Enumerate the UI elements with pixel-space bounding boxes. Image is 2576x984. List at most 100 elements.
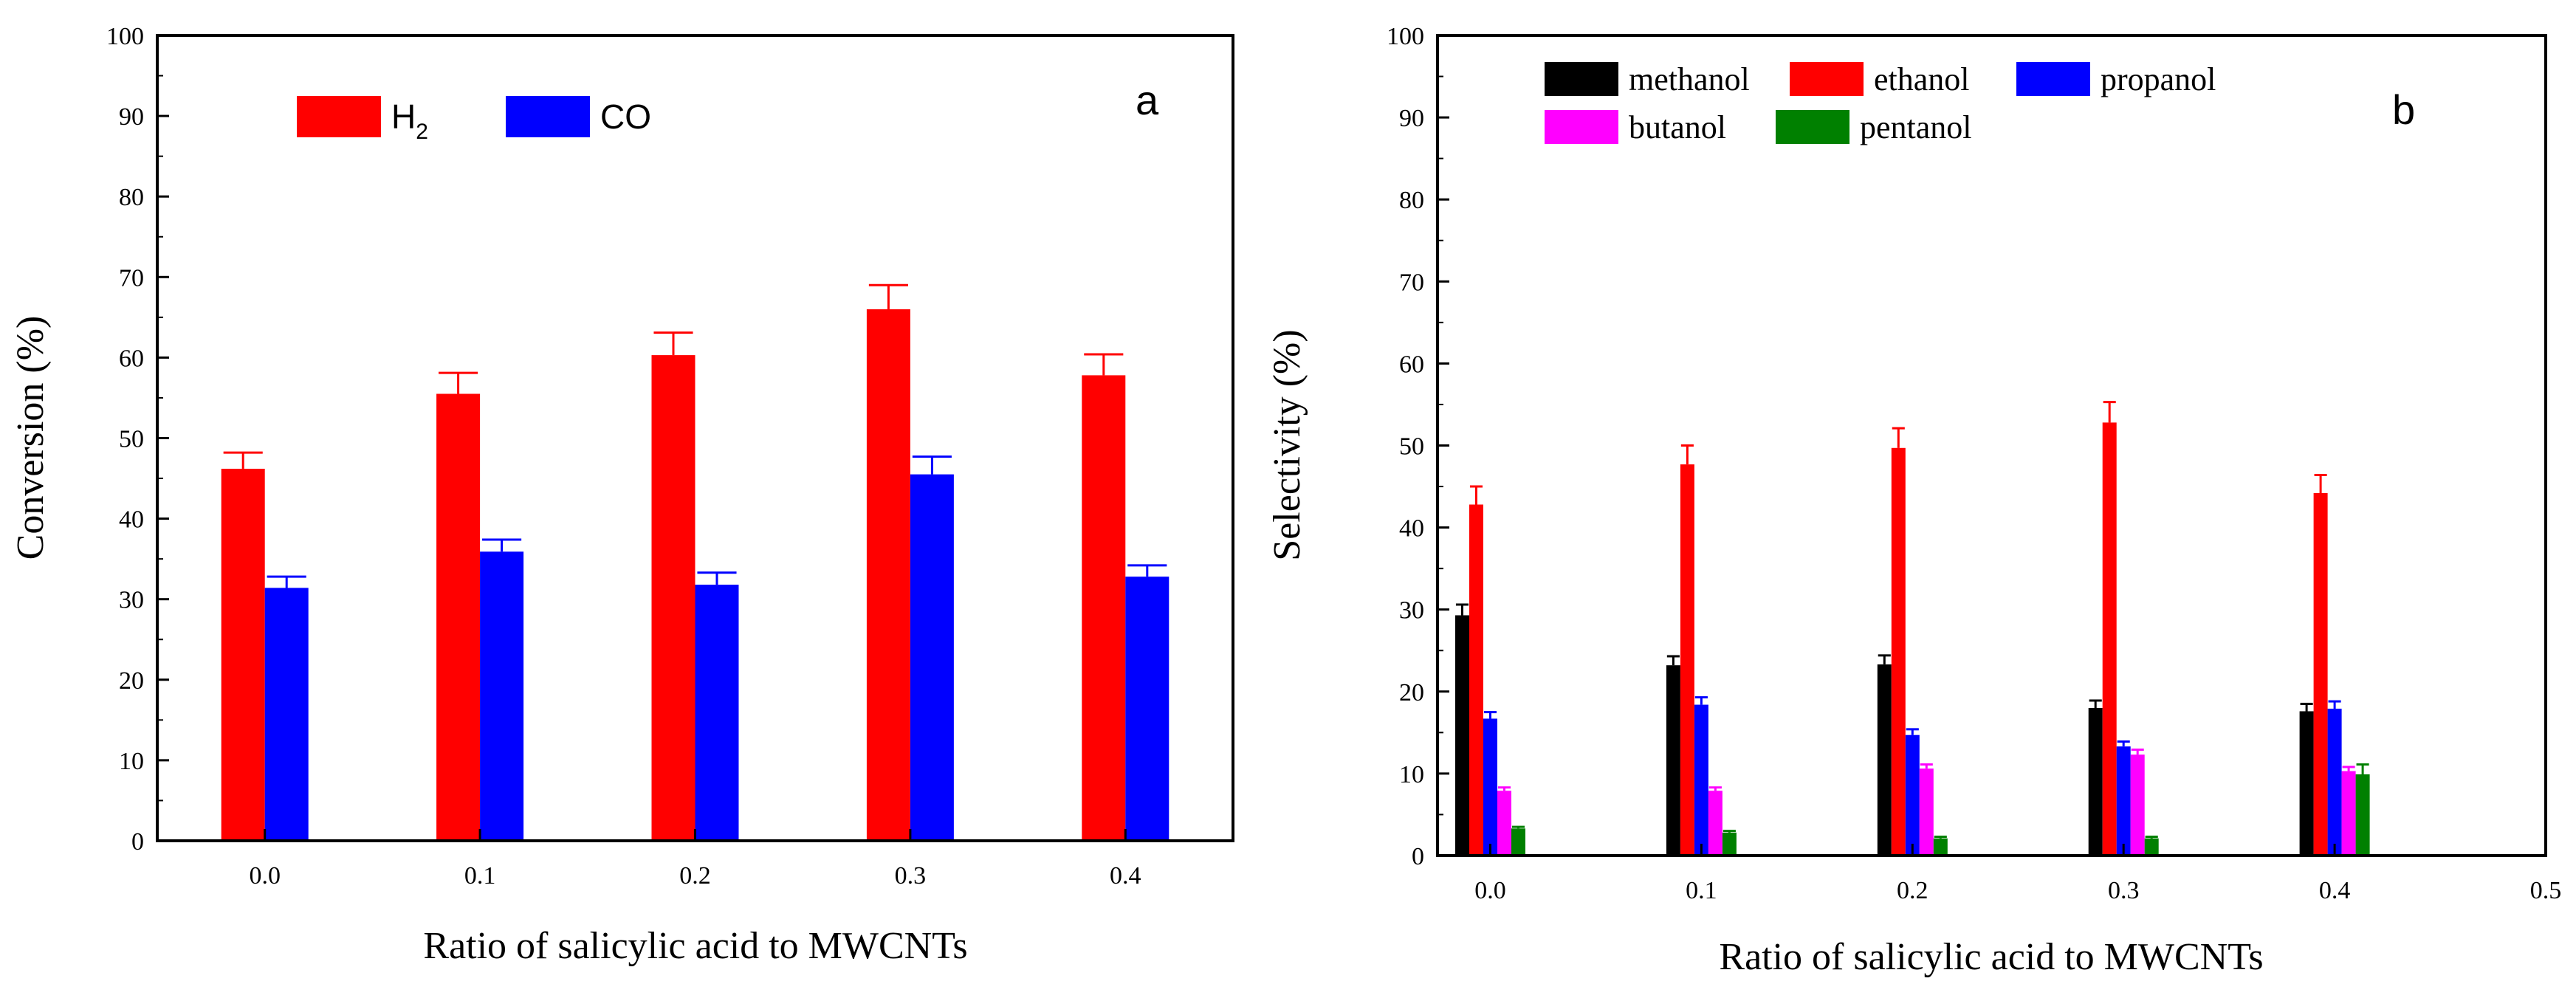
y-tick-label-80: 80: [1399, 187, 1424, 214]
legend-label-propanol: propanol: [2101, 61, 2216, 97]
y-tick-label-30: 30: [119, 587, 144, 614]
panel-label-a: a: [1136, 77, 1159, 123]
bar-butanol-0-2: [1919, 768, 1934, 856]
y-tick-label-30: 30: [1399, 597, 1424, 625]
legend-swatch-pentanol: [1776, 110, 1849, 144]
bar-butanol-0-1: [1708, 791, 1723, 856]
x-tick-label-0-2: 0.2: [1897, 877, 1928, 904]
y-tick-label-40: 40: [1399, 515, 1424, 543]
legend-item-h2: H2: [297, 96, 428, 144]
bar-co-0-0: [264, 588, 309, 841]
x-tick-label-0-2: 0.2: [679, 862, 711, 890]
x-tick-label-0-0: 0.0: [249, 862, 281, 890]
legend-label-subscript: 2: [416, 120, 428, 144]
legend-label-h2: H2: [391, 97, 428, 144]
bar-pentanol-0-1: [1722, 832, 1737, 856]
bar-methanol-0-3: [2088, 708, 2103, 856]
x-tick-label-0-3: 0.3: [2108, 877, 2140, 904]
y-tick-label-20: 20: [119, 667, 144, 695]
bar-h2-0-3: [866, 309, 910, 841]
legend: H2 CO: [297, 96, 651, 144]
legend-label-methanol: methanol: [1629, 61, 1750, 97]
bar-h2-0-2: [651, 355, 695, 842]
bar-ethanol-0-1: [1680, 464, 1694, 856]
y-tick-label-50: 50: [119, 426, 144, 453]
bar-ethanol-0-2: [1891, 447, 1906, 856]
bar-co-0-1: [480, 551, 524, 841]
bar-co-0-4: [1125, 577, 1169, 841]
y-tick-label-90: 90: [1399, 105, 1424, 132]
bar-methanol-0-0: [1455, 615, 1469, 856]
y-tick-label-10: 10: [119, 748, 144, 775]
x-tick-label-0-1: 0.1: [464, 862, 496, 890]
y-tick-label-10: 10: [1399, 761, 1424, 788]
bar-co-0-2: [695, 585, 739, 841]
bar-methanol-0-1: [1666, 665, 1680, 856]
y-axis-title: Conversion (%): [10, 316, 52, 560]
legend-label-pentanol: pentanol: [1860, 109, 1972, 145]
y-tick-label-60: 60: [1399, 351, 1424, 378]
bar-butanol-0-3: [2130, 754, 2145, 856]
y-tick-label-20: 20: [1399, 679, 1424, 706]
y-tick-label-0: 0: [1412, 843, 1424, 870]
legend-label-co: CO: [600, 97, 651, 136]
legend-swatch-co: [506, 96, 590, 137]
y-tick-label-90: 90: [119, 103, 144, 131]
y-tick-label-60: 60: [119, 345, 144, 372]
bar-methanol-0-2: [1877, 664, 1892, 856]
legend-item-ethanol: ethanol: [1790, 61, 1970, 97]
x-axis-title: Ratio of salicylic acid to MWCNTs: [423, 925, 967, 967]
x-tick-label-0-4: 0.4: [2319, 877, 2351, 904]
legend-swatch-methanol: [1545, 62, 1618, 96]
x-tick-label-0-5: 0.5: [2530, 877, 2562, 904]
y-tick-label-100: 100: [106, 23, 144, 50]
x-tick-label-0-0: 0.0: [1474, 877, 1506, 904]
y-axis-title: Selectivity (%): [1266, 329, 1308, 560]
bar-pentanol-0-4: [2355, 774, 2370, 856]
y-tick-label-40: 40: [119, 506, 144, 534]
legend-item-co: CO: [506, 96, 651, 137]
legend-swatch-ethanol: [1790, 62, 1864, 96]
bar-pentanol-0-2: [1933, 838, 1948, 856]
x-tick-label-0-1: 0.1: [1686, 877, 1717, 904]
x-tick-label-0-3: 0.3: [895, 862, 927, 890]
panel-b-selectivity-chart: 0 10 20 30 40 50 60 70 80 90 100 0.0 0.1 0.2 0.3 0.4 0.5…: [1266, 23, 2561, 978]
bar-butanol-0-0: [1497, 791, 1511, 856]
y-tick-label-70: 70: [1399, 269, 1424, 296]
bar-propanol-0-3: [2116, 746, 2131, 856]
panel-a-conversion-chart: 0 10 20 30 40 50 60 70 80 90 100 0.0 0.1 0.2 0.3 0.4 Rat…: [10, 23, 1234, 967]
legend-item-pentanol: pentanol: [1776, 109, 1972, 145]
legend-label-butanol: butanol: [1629, 109, 1726, 145]
legend-swatch-butanol: [1545, 110, 1618, 144]
bar-h2-0-0: [221, 469, 265, 841]
bar-h2-0-1: [436, 393, 481, 841]
bar-ethanol-0-0: [1469, 504, 1483, 856]
legend-item-methanol: methanol: [1545, 61, 1750, 97]
legend-swatch-propanol: [2016, 62, 2090, 96]
x-axis-title: Ratio of salicylic acid to MWCNTs: [1719, 936, 2263, 978]
panel-label-b: b: [2392, 86, 2415, 133]
bar-ethanol-0-4: [2313, 492, 2328, 856]
legend-item-butanol: butanol: [1545, 109, 1726, 145]
x-tick-label-0-4: 0.4: [1110, 862, 1141, 890]
legend-item-propanol: propanol: [2016, 61, 2216, 97]
bar-propanol-0-1: [1694, 704, 1708, 856]
y-tick-label-80: 80: [119, 184, 144, 211]
y-tick-label-50: 50: [1399, 433, 1424, 461]
legend-label-main: H: [391, 97, 416, 136]
legend: methanol ethanol propanol butanol pentanol: [1545, 61, 2216, 145]
bar-co-0-3: [910, 474, 954, 841]
y-tick-label-0: 0: [131, 828, 144, 856]
y-tick-label-100: 100: [1387, 23, 1424, 50]
bar-h2-0-4: [1082, 375, 1126, 841]
bar-propanol-0-0: [1483, 718, 1497, 856]
bar-pentanol-0-0: [1511, 828, 1525, 856]
bar-propanol-0-2: [1905, 734, 1920, 856]
bar-propanol-0-4: [2327, 709, 2342, 856]
legend-label-ethanol: ethanol: [1874, 61, 1970, 97]
bar-butanol-0-4: [2341, 771, 2356, 856]
legend-label-main: CO: [600, 97, 651, 136]
bar-methanol-0-4: [2299, 711, 2314, 856]
legend-swatch-h2: [297, 96, 381, 137]
